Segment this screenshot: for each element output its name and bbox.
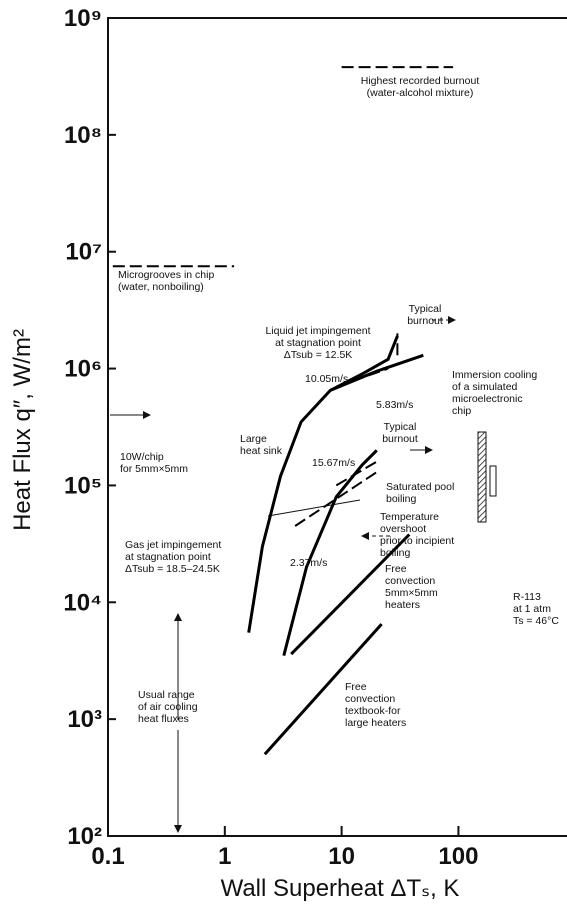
- annotation-line: at 1 atm: [513, 603, 551, 615]
- annotation-line: boiling: [380, 547, 411, 559]
- annotation-line: burnout: [382, 433, 418, 445]
- x-tick-label: 100: [438, 843, 478, 870]
- annotation: R-113 at 1 atm Ts = 46°C: [513, 591, 559, 627]
- annotation-line: of a simulated: [452, 381, 518, 393]
- annotation-line: (water-alcohol mixture): [367, 87, 474, 99]
- annotation: Free convection 5mm×5mm heaters: [385, 563, 438, 611]
- chip: [489, 465, 497, 497]
- annotation: 10.05m/s: [305, 373, 348, 385]
- data-line: [247, 353, 424, 633]
- annotation-line: 15.67m/s: [312, 457, 355, 469]
- annotation-line: (water, nonboiling): [118, 281, 204, 293]
- pointer: [267, 499, 361, 517]
- annotation-line: chip: [452, 405, 471, 417]
- annotation-line: heat fluxes: [138, 713, 189, 725]
- annotation-line: prior to incipient: [380, 535, 454, 547]
- annotation-line: Free: [385, 563, 407, 575]
- dashed-line: [335, 367, 389, 388]
- annotation-line: textbook-for: [345, 705, 401, 717]
- y-tick-label: 10²: [67, 823, 102, 850]
- annotation-line: microelectronic: [452, 393, 523, 405]
- annotation: Highest recorded burnout (water-alcohol m…: [361, 75, 480, 99]
- annotation-line: overshoot: [380, 523, 426, 535]
- annotation-line: Microgrooves in chip: [118, 269, 214, 281]
- annotation: Gas jet impingement at stagnation point ΔT…: [125, 539, 221, 575]
- y-tick-label: 10³: [67, 706, 102, 733]
- data-line: [263, 623, 383, 756]
- x-axis-title: Wall Superheat ΔTₛ, K: [221, 875, 460, 902]
- annotation: Immersion cooling of a simulated microelec…: [452, 369, 537, 417]
- y-tick-label: 10⁹: [64, 5, 102, 32]
- annotation-line: Free: [345, 681, 367, 693]
- annotation: Free convection textbook-for large heaters: [345, 681, 406, 729]
- annotation-line: heaters: [385, 599, 420, 611]
- annotation-line: 2.37m/s: [290, 557, 327, 569]
- plot-frame: [107, 17, 567, 837]
- annotation: Microgrooves in chip (water, nonboiling): [118, 269, 214, 293]
- annotation: Temperature overshoot prior to incipient bo…: [380, 511, 454, 559]
- x-tick-label: 10: [328, 843, 355, 870]
- annotation-line: heat sink: [240, 445, 283, 457]
- annotation-line: 10W/chip: [120, 451, 164, 463]
- y-tick-label: 10⁵: [64, 472, 102, 499]
- annotation-line: burnout: [407, 315, 443, 327]
- annotation: 15.67m/s: [312, 457, 355, 469]
- x-tick-label: 0.1: [91, 843, 124, 870]
- x-tick-label: 1: [218, 843, 231, 870]
- annotation-line: for 5mm×5mm: [120, 463, 188, 475]
- annotation: 5.83m/s: [376, 399, 413, 411]
- data-line: [290, 533, 411, 656]
- annotation-line: Typical: [409, 303, 442, 315]
- annotation-line: Usual range: [138, 689, 195, 701]
- annotation: Usual range of air cooling heat fluxes: [138, 689, 198, 725]
- annotation: Large heat sink: [240, 433, 283, 457]
- annotation-line: Saturated pool: [386, 481, 454, 493]
- annotation-line: Temperature: [380, 511, 439, 523]
- annotation-line: at stagnation point: [275, 337, 361, 349]
- annotation-line: of air cooling: [138, 701, 198, 713]
- y-tick-label: 10⁴: [63, 589, 102, 616]
- annotation-line: Highest recorded burnout: [361, 75, 480, 87]
- annotation: Saturated pool boiling: [386, 481, 454, 505]
- annotation-line: Typical: [384, 421, 417, 433]
- annotation-line: 10.05m/s: [305, 373, 348, 385]
- annotation-line: Immersion cooling: [452, 369, 537, 381]
- data-line: [329, 335, 399, 392]
- annotation: Typical burnout: [407, 303, 443, 327]
- annotation: Liquid jet impingement at stagnation poin…: [265, 325, 370, 361]
- annotation-line: Ts = 46°C: [513, 615, 559, 627]
- annotation-line: boiling: [386, 493, 417, 505]
- dashed-line: [335, 460, 378, 487]
- annotation: Typical burnout: [382, 421, 418, 445]
- data-line: [282, 449, 378, 656]
- annotation-line: Gas jet impingement: [125, 539, 221, 551]
- y-tick-label: 10⁶: [64, 356, 102, 383]
- y-tick-label: 10⁸: [64, 122, 102, 149]
- annotation: 10W/chip for 5mm×5mm: [120, 451, 188, 475]
- annotation-line: 5mm×5mm: [385, 587, 438, 599]
- annotation-line: ΔTsub = 18.5–24.5K: [125, 563, 220, 575]
- annotation: 2.37m/s: [290, 557, 327, 569]
- annotation-line: R-113: [513, 591, 541, 603]
- y-tick-label: 10⁷: [65, 239, 102, 266]
- annotation-line: convection: [385, 575, 435, 587]
- annotation-line: 5.83m/s: [376, 399, 413, 411]
- annotation-line: Liquid jet impingement: [265, 325, 370, 337]
- heater-wall: [477, 431, 487, 523]
- annotation-line: at stagnation point: [125, 551, 211, 563]
- y-axis-title: Heat Flux q″, W/m²: [9, 329, 36, 531]
- annotation-line: convection: [345, 693, 395, 705]
- annotation-line: Large: [240, 433, 267, 445]
- annotation-line: large heaters: [345, 717, 406, 729]
- annotation-line: ΔTsub = 12.5K: [284, 349, 353, 361]
